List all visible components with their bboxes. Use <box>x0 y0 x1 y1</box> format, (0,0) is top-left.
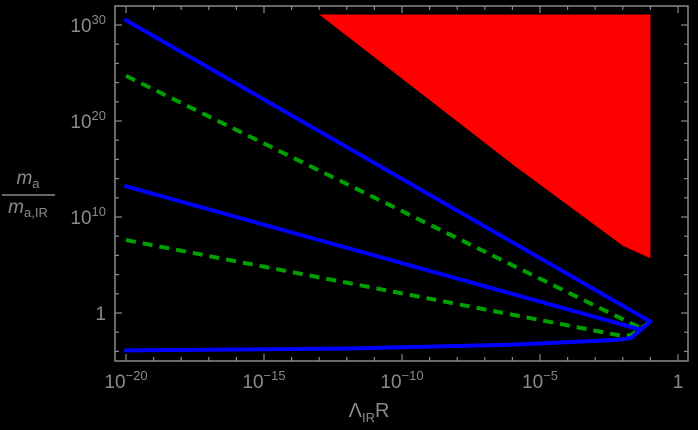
x-tick-labels: 10−20 10−15 10−10 10−5 1 <box>104 368 683 393</box>
plot-area <box>124 14 653 353</box>
x-tick-label: 1 <box>673 372 684 393</box>
x-axis-label: ΛIRR <box>349 400 390 425</box>
axis-ticks <box>115 6 688 361</box>
series-blue-lower <box>124 319 653 353</box>
x-tick-label: 10−15 <box>242 368 285 393</box>
series-blue-upper <box>124 18 653 324</box>
y-tick-label: 1010 <box>70 204 106 229</box>
x-axis-label-lambda: Λ <box>349 400 363 422</box>
y-tick-label: 1020 <box>70 108 106 133</box>
y-tick-label: 1 <box>95 304 106 325</box>
excluded-region <box>319 14 651 259</box>
series-green-lower <box>125 238 652 339</box>
svg-text:ΛIRR: ΛIRR <box>349 400 390 425</box>
y-tick-label: 1030 <box>70 12 106 37</box>
x-axis-label-sub: IR <box>362 410 375 425</box>
series-green-upper <box>125 74 641 330</box>
x-axis-label-r: R <box>375 400 389 422</box>
x-tick-label: 10−10 <box>380 368 423 393</box>
x-tick-label: 10−5 <box>522 368 558 393</box>
x-tick-label: 10−20 <box>104 368 147 393</box>
series-blue-middle <box>124 184 642 332</box>
y-tick-labels: 1030 1020 1010 1 <box>70 12 106 325</box>
